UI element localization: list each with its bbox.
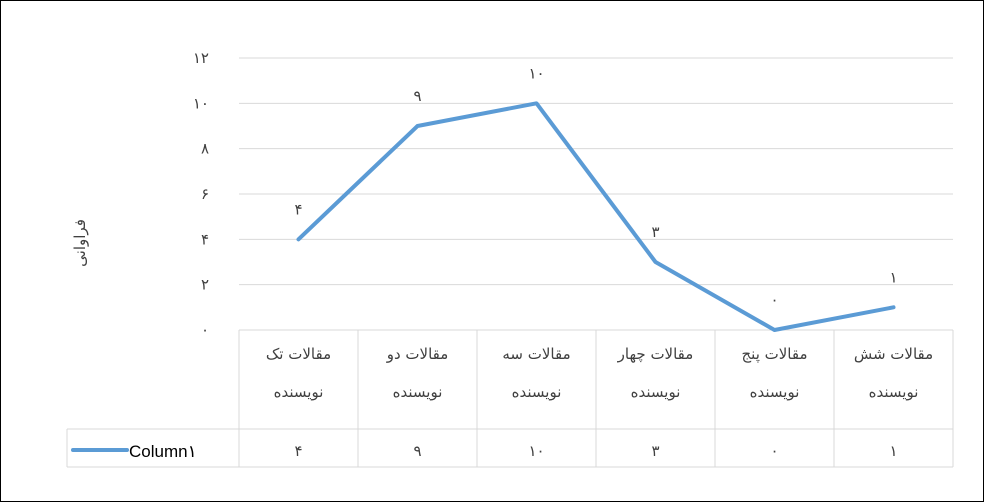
data-label: ۹: [413, 87, 421, 105]
series-line: [296, 101, 896, 332]
data-table-value: ۱: [889, 442, 897, 460]
data-label: ۱: [889, 268, 897, 286]
legend-label: Column۱: [129, 442, 197, 461]
y-tick-label: ۸: [201, 140, 209, 158]
x-tick-label: نویسنده: [393, 383, 443, 401]
y-tick-label: ۱۰: [193, 94, 209, 112]
x-tick-label: مقالات دو: [386, 345, 449, 363]
x-tick-label: مقالات سه: [502, 345, 570, 363]
data-table-value: ۱۰: [528, 442, 544, 460]
y-tick-label: ۱۲: [193, 49, 209, 67]
y-tick-label: ۲: [201, 276, 209, 294]
data-table-value: ۴: [294, 442, 302, 460]
x-tick-label: مقالات چهار: [617, 345, 694, 363]
x-tick-label: نویسنده: [869, 383, 919, 401]
x-tick-label: نویسنده: [512, 383, 562, 401]
x-tick-label: مقالات پنج: [741, 345, 807, 364]
data-table-value: ۹: [413, 442, 421, 460]
y-tick-label: ۰: [201, 321, 209, 339]
data-label: ۳: [651, 223, 659, 241]
y-tick-label: ۴: [201, 230, 209, 248]
data-label: ۱۰: [528, 64, 544, 82]
x-tick-label: نویسنده: [750, 383, 800, 401]
y-axis-title: فراوانی: [71, 219, 89, 267]
data-table-value: ۰: [770, 442, 778, 460]
data-table-value: ۳: [651, 442, 659, 460]
x-tick-label: مقالات شش: [854, 345, 933, 363]
x-tick-label: نویسنده: [274, 383, 324, 401]
data-label: ۰: [770, 291, 778, 309]
y-tick-label: ۶: [201, 185, 209, 203]
x-tick-label: مقالات تک: [266, 345, 331, 363]
x-tick-label: نویسنده: [631, 383, 681, 401]
data-label: ۴: [294, 200, 302, 218]
